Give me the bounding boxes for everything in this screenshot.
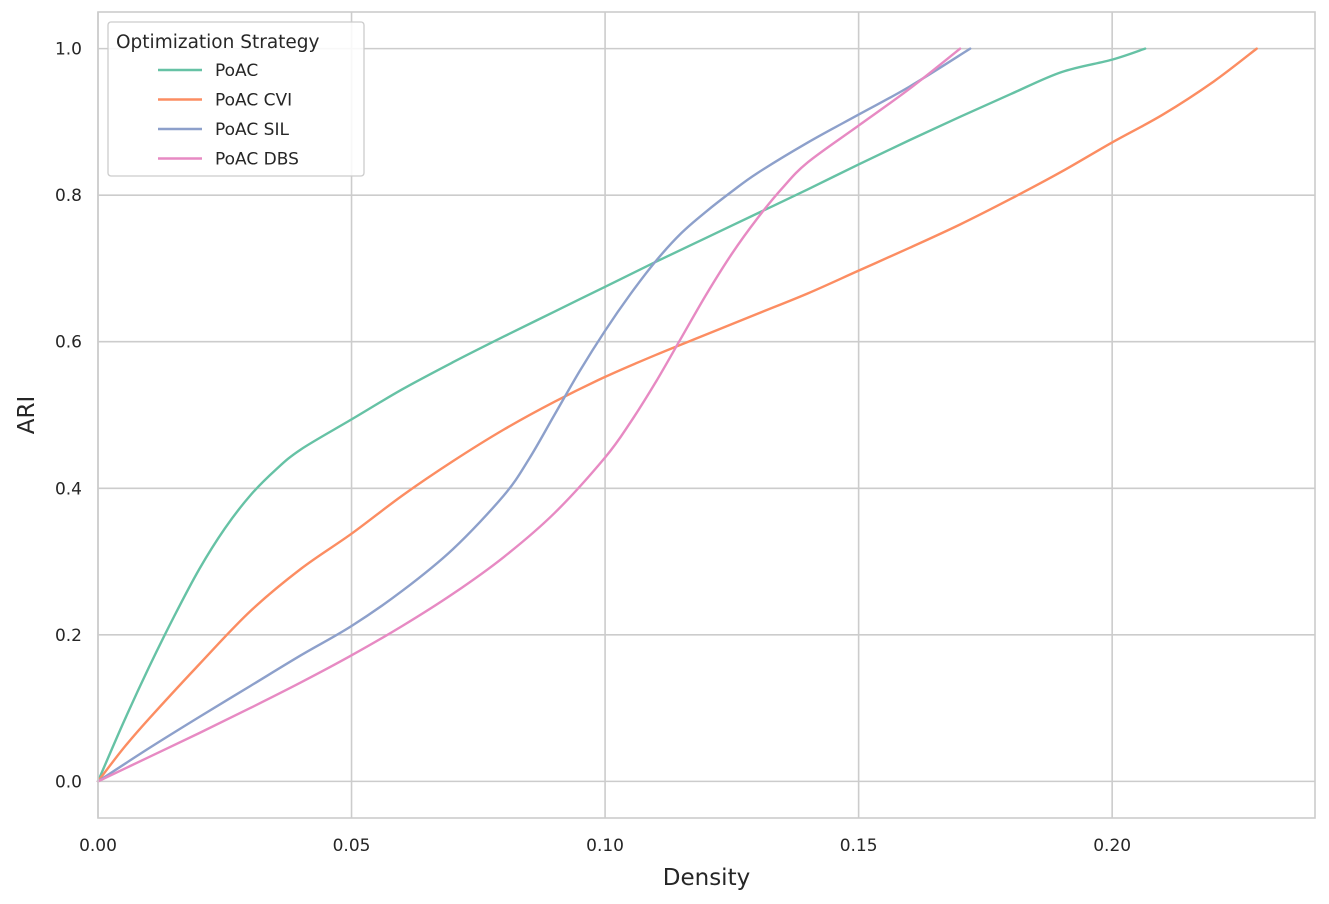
legend: Optimization Strategy PoAC PoAC CVI PoAC S… bbox=[107, 21, 365, 177]
legend-box bbox=[107, 21, 365, 177]
series-line-poac-sil bbox=[96, 47, 972, 783]
x-tick-label: 0.15 bbox=[840, 836, 878, 856]
legend-items: PoAC PoAC CVI PoAC SIL PoAC DBS bbox=[158, 61, 299, 170]
series-line-poac bbox=[96, 47, 1147, 783]
series-line-poac-cvi bbox=[96, 47, 1258, 783]
series-line-poac-dbs bbox=[96, 47, 962, 783]
legend-label-poac-cvi: PoAC CVI bbox=[215, 91, 292, 111]
plot-frame bbox=[97, 11, 1316, 819]
legend-label-poac-sil: PoAC SIL bbox=[215, 120, 289, 140]
y-tick-label: 0.4 bbox=[55, 479, 82, 499]
y-tick-labels: 0.0 0.2 0.4 0.6 0.8 1.0 bbox=[55, 40, 82, 793]
legend-title: Optimization Strategy bbox=[116, 32, 320, 53]
y-tick-label: 0.8 bbox=[55, 186, 82, 206]
x-tick-label: 0.20 bbox=[1093, 836, 1131, 856]
series-lines bbox=[96, 47, 1258, 783]
x-tick-label: 0.05 bbox=[333, 836, 371, 856]
legend-label-poac: PoAC bbox=[215, 61, 258, 81]
x-tick-labels: 0.00 0.05 0.10 0.15 0.20 bbox=[79, 836, 1131, 856]
y-tick-label: 0.6 bbox=[55, 333, 82, 353]
x-axis-title: Density bbox=[663, 865, 750, 891]
y-tick-label: 0.2 bbox=[55, 626, 82, 646]
x-tick-label: 0.10 bbox=[586, 836, 624, 856]
legend-label-poac-dbs: PoAC DBS bbox=[215, 150, 299, 170]
y-tick-label: 1.0 bbox=[55, 40, 82, 60]
y-axis-title: ARI bbox=[14, 396, 40, 435]
x-tick-label: 0.00 bbox=[79, 836, 117, 856]
y-tick-label: 0.0 bbox=[55, 772, 82, 792]
